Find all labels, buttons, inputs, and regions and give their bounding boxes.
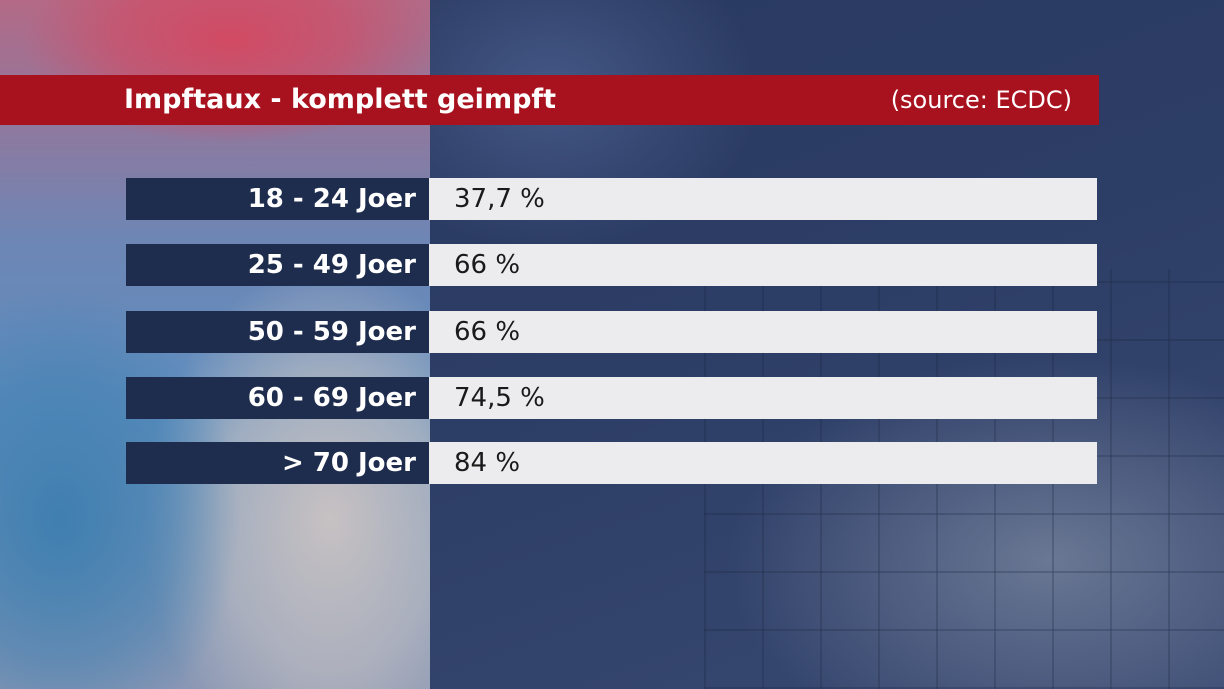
rate-value: 66 % <box>429 311 1097 353</box>
age-group-label: > 70 Joer <box>126 442 429 484</box>
rate-value: 37,7 % <box>429 178 1097 220</box>
title-bar: Impftaux - komplett geimpft (source: ECD… <box>0 75 1099 125</box>
table-row: 50 - 59 Joer 66 % <box>126 311 1097 353</box>
age-group-label: 25 - 49 Joer <box>126 244 429 286</box>
age-group-label: 50 - 59 Joer <box>126 311 429 353</box>
age-group-label: 60 - 69 Joer <box>126 377 429 419</box>
source-label: (source: ECDC) <box>890 86 1072 114</box>
rate-value: 74,5 % <box>429 377 1097 419</box>
table-row: 60 - 69 Joer 74,5 % <box>126 377 1097 419</box>
age-group-label: 18 - 24 Joer <box>126 178 429 220</box>
rate-value: 66 % <box>429 244 1097 286</box>
table-row: 25 - 49 Joer 66 % <box>126 244 1097 286</box>
table-row: > 70 Joer 84 % <box>126 442 1097 484</box>
page-title: Impftaux - komplett geimpft <box>124 84 557 115</box>
table-row: 18 - 24 Joer 37,7 % <box>126 178 1097 220</box>
rate-value: 84 % <box>429 442 1097 484</box>
